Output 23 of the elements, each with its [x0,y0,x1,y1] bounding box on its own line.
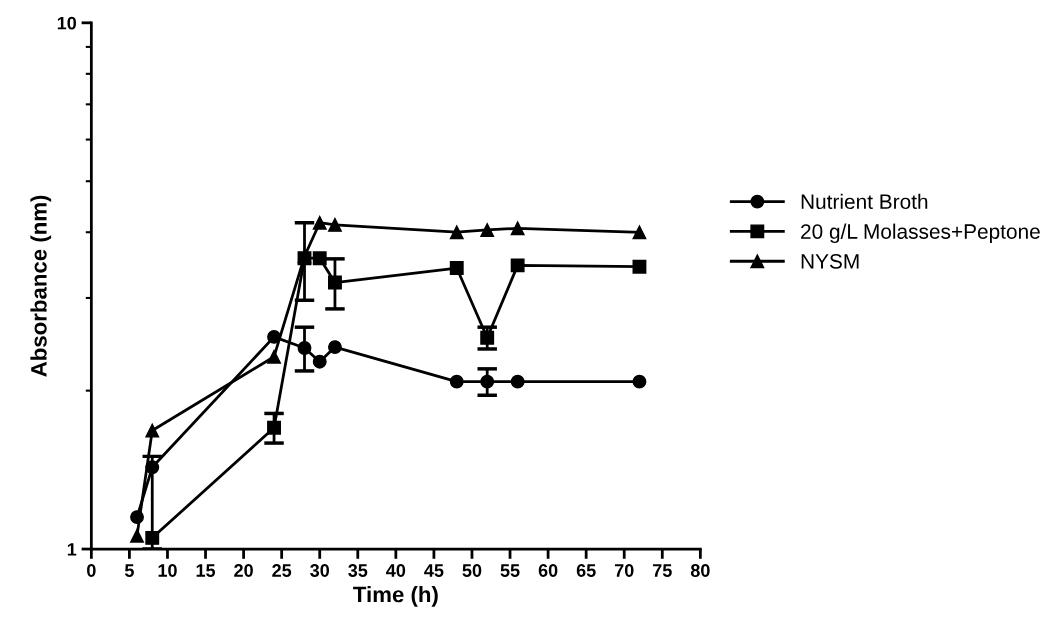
x-tick-label: 65 [576,564,596,577]
x-tick-label: 25 [272,564,292,577]
x-tick-label: 10 [158,564,177,577]
x-tick-label: 50 [462,564,482,577]
x-tick-label: 5 [124,564,134,577]
y-tick-label: 1 [67,543,77,556]
x-tick-label: 35 [348,564,368,577]
legend-label: NYSM [801,253,859,269]
x-tick-label: 0 [87,564,96,577]
x-tick-label: 15 [196,564,216,577]
legend-label: Nutrient Broth [801,193,928,210]
x-tick-label: 20 [234,564,253,577]
x-tick-label: 40 [386,564,406,577]
x-tick-label: 80 [690,564,710,577]
x-tick-label: 75 [653,564,672,577]
legend-label: 20 g/L Molasses+Peptone [801,223,1040,244]
x-tick-label: 30 [310,564,330,577]
x-axis-title: Time (h) [353,586,438,607]
x-tick-label: 60 [538,564,558,577]
x-tick-label: 55 [500,564,520,577]
x-tick-label: 45 [424,564,444,577]
x-tick-label: 70 [614,564,634,577]
y-axis-title: Absorbance (nm) [30,195,52,377]
